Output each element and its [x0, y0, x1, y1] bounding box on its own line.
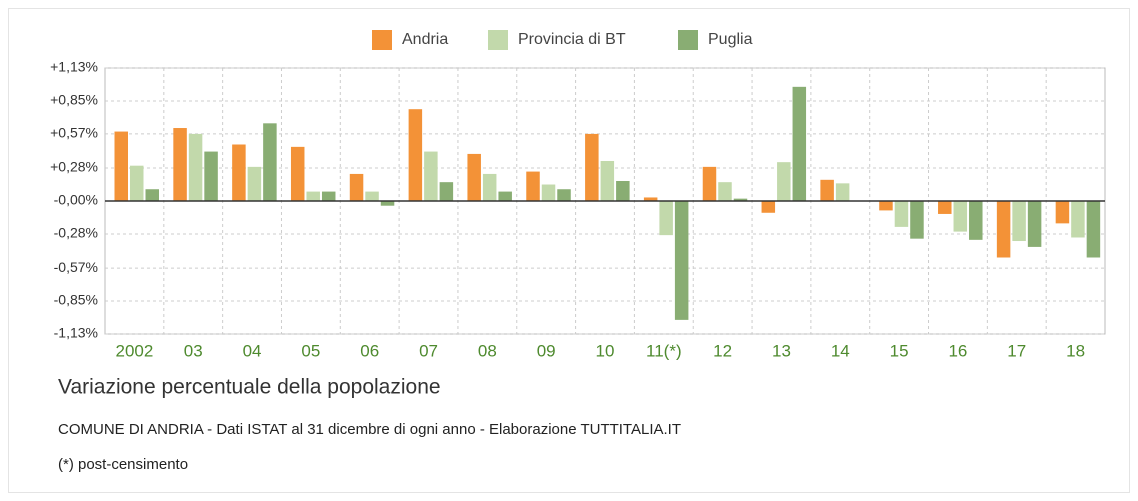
bar — [674, 201, 689, 320]
bar — [600, 160, 615, 201]
x-tick-label: 08 — [478, 341, 497, 360]
bar — [718, 182, 732, 201]
bar — [792, 86, 807, 201]
y-tick-label: -0,00% — [54, 192, 98, 208]
bar — [114, 131, 128, 201]
bar — [953, 201, 968, 232]
legend-swatch — [678, 30, 698, 50]
x-tick-label: 11(*) — [646, 341, 682, 360]
bar — [380, 201, 395, 206]
x-tick-label: 10 — [596, 341, 615, 360]
bar — [820, 179, 834, 201]
y-tick-label: -0,28% — [54, 225, 98, 241]
frame — [8, 8, 1130, 493]
bar — [349, 173, 364, 201]
legend-label: Puglia — [708, 31, 753, 48]
x-tick-label: 17 — [1007, 341, 1026, 360]
y-tick-label: +0,57% — [50, 125, 98, 141]
bar — [938, 201, 952, 214]
bar — [1027, 201, 1042, 247]
chart-subtitle: COMUNE DI ANDRIA - Dati ISTAT al 31 dice… — [58, 421, 681, 438]
x-tick-label: 07 — [419, 341, 438, 360]
bar — [306, 191, 320, 201]
bar — [130, 165, 144, 201]
bar — [733, 198, 748, 201]
x-tick-label: 13 — [772, 341, 791, 360]
bar — [232, 144, 246, 201]
legend-label: Andria — [402, 31, 448, 48]
bar — [247, 166, 262, 201]
bar — [910, 201, 924, 239]
bar — [702, 166, 717, 201]
y-tick-label: +0,28% — [50, 159, 98, 175]
bar — [835, 183, 850, 201]
chart-note: (*) post-censimento — [58, 456, 188, 473]
bar — [879, 201, 893, 211]
bar — [498, 191, 512, 201]
bar — [439, 182, 454, 201]
bar — [541, 184, 556, 201]
bar — [188, 133, 203, 201]
x-tick-label: 09 — [537, 341, 556, 360]
x-tick-label: 16 — [948, 341, 967, 360]
x-tick-label: 2002 — [115, 341, 153, 360]
bar — [969, 201, 983, 240]
bar — [263, 123, 277, 201]
bar — [173, 128, 187, 201]
bar — [616, 180, 630, 201]
bar — [204, 151, 218, 201]
y-tick-label: +0,85% — [50, 92, 98, 108]
bar — [643, 197, 658, 201]
bar — [1071, 201, 1085, 238]
x-tick-label: 06 — [360, 341, 379, 360]
x-tick-label: 05 — [301, 341, 320, 360]
bar — [467, 153, 481, 201]
bar — [365, 191, 379, 201]
bar — [894, 201, 909, 227]
bar — [996, 201, 1011, 258]
bar — [761, 201, 776, 213]
x-tick-label: 03 — [184, 341, 203, 360]
y-tick-label: -0,85% — [54, 292, 98, 308]
bar — [290, 146, 305, 201]
bar — [1012, 201, 1026, 242]
x-tick-label: 04 — [243, 341, 262, 360]
bar — [482, 173, 497, 201]
bar — [659, 201, 673, 236]
y-tick-label: -0,57% — [54, 259, 98, 275]
x-tick-label: 15 — [890, 341, 909, 360]
legend-swatch — [372, 30, 392, 50]
x-tick-label: 18 — [1066, 341, 1085, 360]
legend-label: Provincia di BT — [518, 31, 626, 48]
bar — [585, 133, 599, 201]
bar — [1086, 201, 1101, 258]
bar — [424, 151, 438, 201]
y-tick-label: -1,13% — [54, 325, 98, 341]
legend-swatch — [488, 30, 508, 50]
bar — [557, 189, 571, 201]
bar — [777, 162, 791, 201]
bar — [408, 109, 423, 201]
bar — [321, 191, 336, 201]
x-tick-label: 12 — [713, 341, 732, 360]
chart-title: Variazione percentuale della popolazione — [58, 376, 441, 399]
bar — [526, 171, 540, 201]
x-tick-label: 14 — [831, 341, 850, 360]
bar — [145, 189, 159, 201]
bar — [1055, 201, 1070, 224]
y-tick-label: +1,13% — [50, 59, 98, 75]
